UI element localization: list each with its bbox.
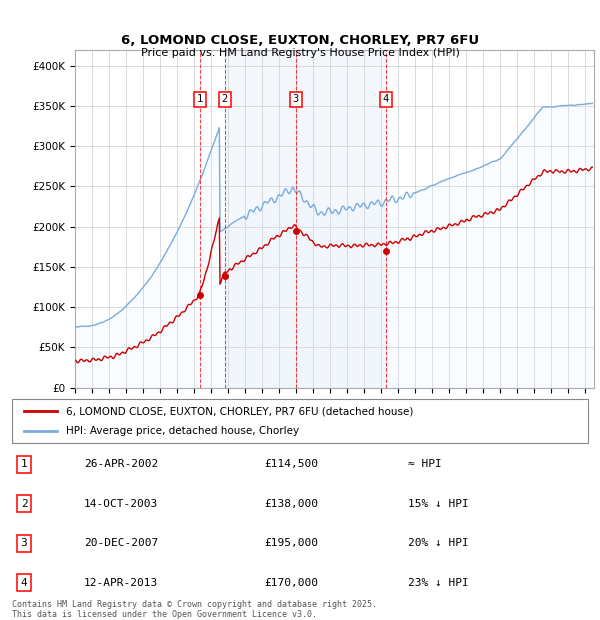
Text: 4: 4 [383, 94, 389, 105]
Text: £138,000: £138,000 [264, 498, 318, 509]
Text: 15% ↓ HPI: 15% ↓ HPI [408, 498, 469, 509]
Text: 3: 3 [20, 538, 28, 548]
Text: 1: 1 [196, 94, 203, 105]
Text: 20-DEC-2007: 20-DEC-2007 [84, 538, 158, 548]
Text: 6, LOMOND CLOSE, EUXTON, CHORLEY, PR7 6FU: 6, LOMOND CLOSE, EUXTON, CHORLEY, PR7 6F… [121, 34, 479, 46]
Text: 6, LOMOND CLOSE, EUXTON, CHORLEY, PR7 6FU (detached house): 6, LOMOND CLOSE, EUXTON, CHORLEY, PR7 6F… [66, 407, 413, 417]
Text: 23% ↓ HPI: 23% ↓ HPI [408, 578, 469, 588]
Text: 12-APR-2013: 12-APR-2013 [84, 578, 158, 588]
Text: Contains HM Land Registry data © Crown copyright and database right 2025.
This d: Contains HM Land Registry data © Crown c… [12, 600, 377, 619]
Text: 2: 2 [20, 498, 28, 509]
Text: 14-OCT-2003: 14-OCT-2003 [84, 498, 158, 509]
Text: 2: 2 [221, 94, 227, 105]
Text: 1: 1 [20, 459, 28, 469]
Text: ≈ HPI: ≈ HPI [408, 459, 442, 469]
Text: Price paid vs. HM Land Registry's House Price Index (HPI): Price paid vs. HM Land Registry's House … [140, 48, 460, 58]
Text: £114,500: £114,500 [264, 459, 318, 469]
Text: 4: 4 [20, 578, 28, 588]
Text: 20% ↓ HPI: 20% ↓ HPI [408, 538, 469, 548]
Text: £170,000: £170,000 [264, 578, 318, 588]
Text: 26-APR-2002: 26-APR-2002 [84, 459, 158, 469]
Text: HPI: Average price, detached house, Chorley: HPI: Average price, detached house, Chor… [66, 426, 299, 436]
Bar [224, 50, 386, 388]
Text: £195,000: £195,000 [264, 538, 318, 548]
FancyBboxPatch shape [12, 399, 588, 443]
Text: 3: 3 [293, 94, 299, 105]
